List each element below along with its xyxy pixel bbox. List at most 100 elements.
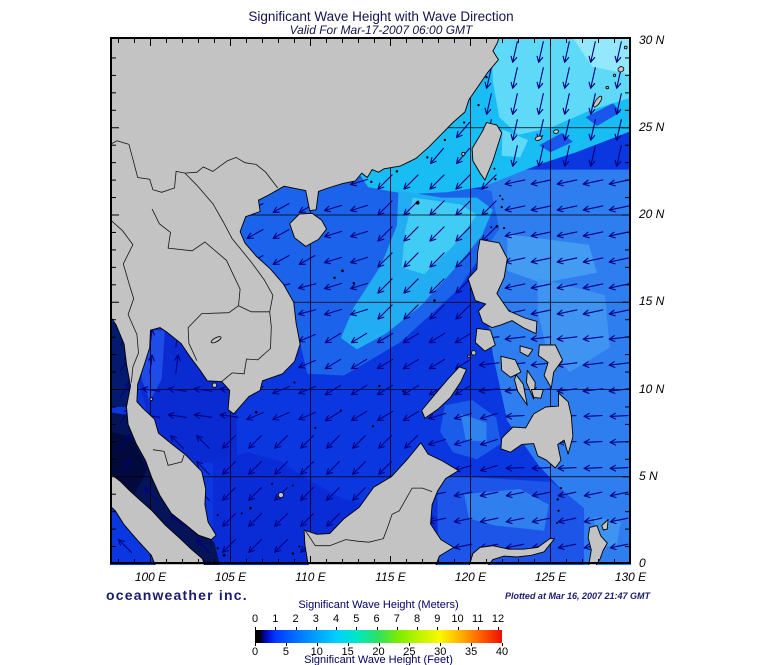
border-thailand-cambodia xyxy=(187,305,239,361)
islet-china-coast-islet-3 xyxy=(426,156,429,159)
islet-okinawa xyxy=(593,95,603,108)
lat-tick-label: 5 N xyxy=(639,468,658,483)
wave-direction-arrow xyxy=(324,358,342,370)
wave-direction-arrow xyxy=(582,387,604,394)
wave-direction-arrow xyxy=(402,358,420,370)
lon-tick-label: 110 E xyxy=(295,570,326,584)
wave-patch-sulu-sea-core xyxy=(460,413,487,442)
meters-tick-value: 3 xyxy=(312,613,319,625)
wave-direction-arrow xyxy=(324,410,342,422)
wave-direction-arrow xyxy=(222,539,236,553)
wave-direction-arrow xyxy=(349,308,369,317)
land-sulawesi-north-arm xyxy=(467,538,555,570)
wave-direction-arrow xyxy=(455,226,471,242)
wave-direction-arrow xyxy=(300,461,314,475)
islet-penghu xyxy=(461,151,466,156)
wave-direction-arrow xyxy=(193,412,213,419)
islet-scarborough xyxy=(433,299,436,302)
lat-tick-label: 0 xyxy=(639,556,646,570)
land-masbate xyxy=(519,345,534,357)
wave-direction-arrow xyxy=(608,309,630,317)
islet-china-coast-islet-4 xyxy=(443,138,447,142)
wave-direction-arrow xyxy=(505,464,525,472)
wave-direction-arrow xyxy=(403,200,419,216)
wave-direction-arrow xyxy=(298,385,316,395)
wave-direction-arrow xyxy=(556,179,578,187)
islet-batanes-2 xyxy=(501,198,504,201)
wave-direction-arrow xyxy=(274,539,288,553)
wave-direction-arrow xyxy=(246,229,264,239)
lake-tonle-sap xyxy=(210,336,222,344)
land-masses xyxy=(108,34,609,570)
wave-direction-arrow xyxy=(378,435,392,449)
wave-direction-arrow xyxy=(531,491,551,499)
wave-direction-arrow xyxy=(298,255,316,265)
wave-direction-arrow xyxy=(557,517,577,525)
wave-direction-arrow xyxy=(562,41,570,63)
meters-tick-mark xyxy=(417,627,418,630)
wave-direction-arrow xyxy=(608,257,630,265)
wave-direction-arrow xyxy=(504,283,526,291)
land-luzon xyxy=(467,238,538,335)
wave-direction-arrow xyxy=(323,282,343,291)
wave-direction-arrow xyxy=(378,461,392,475)
islet-tioman xyxy=(216,514,219,517)
wave-direction-arrow xyxy=(403,174,419,190)
wave-direction-arrow xyxy=(481,174,497,190)
islet-china-coast-islet-1 xyxy=(370,180,373,184)
islet-china-coast-islet-7 xyxy=(485,75,488,79)
wave-direction-arrow xyxy=(614,119,622,141)
wave-direction-arrow xyxy=(427,438,447,447)
feet-tick-mark xyxy=(255,643,256,646)
wave-direction-arrow xyxy=(167,412,187,419)
wave-direction-arrow xyxy=(352,487,366,501)
wave-direction-arrow xyxy=(148,354,155,374)
wave-direction-arrow xyxy=(428,332,446,344)
islet-ko-samui xyxy=(149,397,154,401)
lat-tick-label: 20 N xyxy=(639,207,665,221)
wave-direction-arrow xyxy=(614,145,622,167)
wave-direction-arrow xyxy=(504,179,526,187)
wave-direction-arrow xyxy=(404,435,418,449)
islet-miyako xyxy=(553,129,560,134)
wave-direction-arrow xyxy=(377,174,393,190)
wave-map xyxy=(108,34,636,570)
meters-tick-mark xyxy=(255,627,256,630)
wave-direction-arrow xyxy=(614,93,622,115)
meters-tick-value: 5 xyxy=(353,613,360,625)
wave-direction-arrow xyxy=(324,384,342,396)
wave-direction-arrow xyxy=(453,543,473,551)
wave-direction-arrow xyxy=(484,93,492,115)
wave-direction-arrow xyxy=(455,278,471,294)
wave-direction-arrow xyxy=(504,335,526,342)
wave-direction-arrow xyxy=(588,145,596,167)
feet-tick-mark xyxy=(440,643,442,646)
land-palawan xyxy=(421,366,467,419)
wave-direction-arrow xyxy=(377,252,393,268)
islet-china-coast-islet-5 xyxy=(462,121,466,124)
wave-direction-arrow xyxy=(429,147,445,165)
wave-direction-arrow xyxy=(376,384,394,396)
feet-tick-value: 20 xyxy=(372,646,385,658)
wave-direction-arrow xyxy=(349,282,369,291)
wave-direction-arrow xyxy=(510,41,518,63)
land-taiwan xyxy=(471,122,503,181)
lon-tick-label: 115 E xyxy=(375,570,406,584)
wave-direction-arrow xyxy=(272,385,290,395)
wave-direction-arrow xyxy=(484,67,492,89)
wave-direction-arrow xyxy=(455,252,471,268)
islet-batanes-3 xyxy=(499,194,501,197)
small-islands xyxy=(149,45,628,557)
border-thailand-myanmar xyxy=(108,218,139,383)
islet-sangihe-4 xyxy=(559,486,562,490)
wave-patch-northeast-corner-bright xyxy=(571,35,636,76)
lakes xyxy=(210,336,222,344)
wave-direction-arrow xyxy=(428,358,446,370)
islet-paracel-3 xyxy=(333,276,336,280)
wave-direction-arrow xyxy=(556,309,578,317)
islet-phu-quoc xyxy=(211,382,218,388)
meters-tick-value: 4 xyxy=(332,613,340,625)
meters-tick-mark xyxy=(396,627,398,630)
wave-direction-arrow xyxy=(609,464,629,472)
chart-subtitle: Valid For Mar-17-2007 06:00 GMT xyxy=(289,23,473,37)
